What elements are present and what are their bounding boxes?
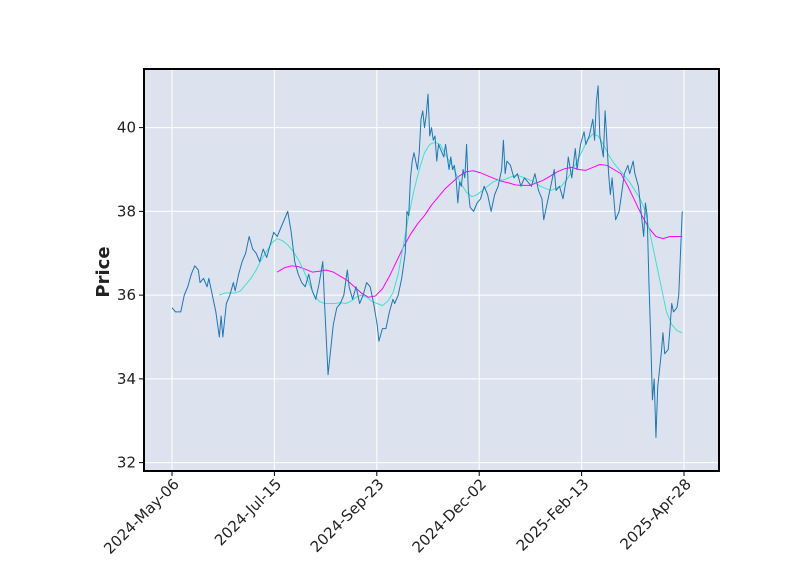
series-lines bbox=[171, 85, 683, 438]
x-tick-label: 2025-Feb-13 bbox=[513, 475, 593, 555]
y-tick-label: 34 bbox=[117, 370, 136, 388]
x-tick-label: 2024-Jul-15 bbox=[211, 475, 285, 549]
y-tick-label: 36 bbox=[117, 286, 136, 304]
x-tick-label: 2025-Apr-28 bbox=[617, 475, 695, 553]
ma-long-line bbox=[276, 163, 683, 298]
ma-short-line bbox=[219, 133, 683, 334]
x-tick-label: 2024-Sep-23 bbox=[307, 475, 388, 556]
y-tick-label: 40 bbox=[117, 119, 136, 137]
x-tick-label: 2024-Dec-02 bbox=[409, 475, 490, 556]
y-axis-label: Price bbox=[93, 246, 114, 297]
x-tick-label: 2024-May-06 bbox=[100, 475, 183, 558]
plot-frame bbox=[143, 68, 720, 472]
y-axis: 32 34 36 38 40 bbox=[117, 119, 144, 472]
x-axis: 2024-May-06 2024-Jul-15 2024-Sep-23 2024-De… bbox=[100, 471, 695, 558]
y-tick-label: 38 bbox=[117, 202, 136, 220]
y-tick-label: 32 bbox=[117, 454, 136, 472]
price-line bbox=[171, 85, 683, 438]
